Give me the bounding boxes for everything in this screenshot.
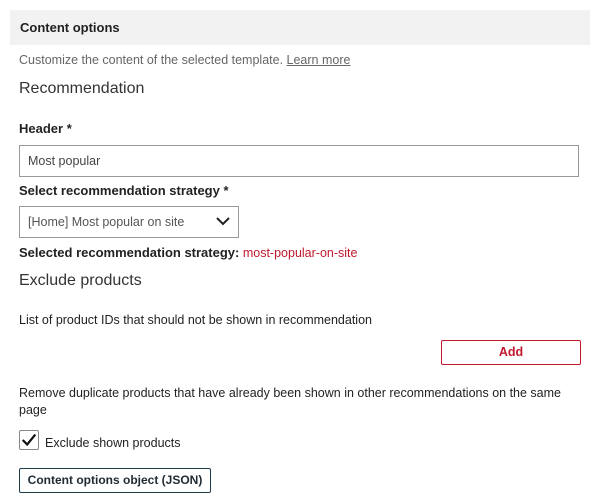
header-label: Header * — [19, 121, 72, 136]
header-input[interactable]: Most popular — [19, 145, 579, 177]
section-description: Customize the content of the selected te… — [19, 53, 350, 67]
exclude-shown-checkbox[interactable] — [19, 430, 39, 450]
strategy-select[interactable]: [Home] Most popular on site — [19, 206, 239, 238]
add-button[interactable]: Add — [441, 340, 581, 365]
duplicate-description: Remove duplicate products that have alre… — [19, 386, 561, 417]
checkmark-icon — [21, 433, 37, 447]
selected-strategy-label: Selected recommendation strategy: — [19, 245, 240, 260]
section-title: Content options — [20, 20, 120, 35]
content-options-json-button[interactable]: Content options object (JSON) — [19, 468, 211, 493]
recommendation-heading: Recommendation — [19, 80, 145, 97]
strategy-select-value: [Home] Most popular on site — [28, 215, 185, 229]
chevron-down-icon — [216, 217, 230, 226]
section-header: Content options — [10, 10, 590, 45]
exclude-description: List of product IDs that should not be s… — [19, 313, 372, 327]
exclude-shown-label[interactable]: Exclude shown products — [45, 436, 181, 450]
selected-strategy: Selected recommendation strategy: most-p… — [19, 245, 357, 260]
exclude-heading: Exclude products — [19, 272, 142, 289]
learn-more-link[interactable]: Learn more — [286, 53, 351, 67]
selected-strategy-value: most-popular-on-site — [242, 246, 358, 260]
strategy-label: Select recommendation strategy * — [19, 183, 229, 198]
description-text: Customize the content of the selected te… — [19, 53, 284, 67]
